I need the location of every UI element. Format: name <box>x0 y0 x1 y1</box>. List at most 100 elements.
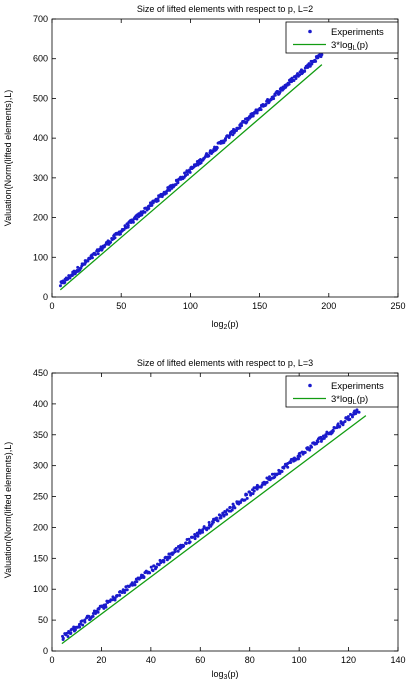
data-point <box>225 512 229 516</box>
axes-box <box>51 18 399 298</box>
data-point <box>96 252 100 256</box>
data-point <box>156 199 160 203</box>
data-point <box>179 543 183 547</box>
data-point <box>125 588 129 592</box>
chart-title: Size of lifted elements with respect to … <box>137 4 313 14</box>
data-point <box>188 168 192 172</box>
data-point <box>147 207 151 211</box>
chart-l3: Size of lifted elements with respect to … <box>3 358 406 681</box>
y-tick-label: 400 <box>33 399 48 409</box>
data-point <box>308 64 312 68</box>
data-point <box>96 610 100 614</box>
data-point <box>123 591 127 595</box>
y-tick-label: 50 <box>38 615 48 625</box>
y-tick-label: 200 <box>33 522 48 532</box>
data-point <box>131 220 135 224</box>
data-point <box>238 126 242 130</box>
data-point <box>298 454 302 458</box>
data-point <box>331 429 335 433</box>
data-point <box>148 571 152 575</box>
data-point <box>278 90 282 94</box>
data-point <box>273 475 277 479</box>
y-tick-label: 150 <box>33 553 48 563</box>
y-tick-label: 300 <box>33 173 48 183</box>
data-point <box>139 576 143 580</box>
legend-label-experiments: Experiments <box>331 27 384 38</box>
data-point <box>320 53 324 57</box>
data-point <box>174 546 178 550</box>
data-point <box>118 593 122 597</box>
data-point <box>222 514 226 518</box>
data-point <box>115 593 119 597</box>
data-point <box>187 537 191 541</box>
data-point <box>104 603 108 607</box>
data-point <box>308 448 312 452</box>
legend-box <box>285 375 399 408</box>
data-point <box>265 480 269 484</box>
x-tick-label: 100 <box>183 301 198 311</box>
data-point <box>255 111 259 115</box>
data-point <box>168 555 172 559</box>
data-point <box>348 417 352 421</box>
data-point <box>182 544 186 548</box>
data-point <box>298 451 302 455</box>
y-tick-label: 600 <box>33 54 48 64</box>
data-point <box>353 409 357 413</box>
x-tick-label: 250 <box>390 301 405 311</box>
data-point <box>314 59 318 63</box>
data-point <box>245 496 249 500</box>
data-point <box>65 631 69 635</box>
data-point <box>249 493 253 497</box>
data-point <box>211 520 215 524</box>
x-tick-label: 0 <box>49 655 54 665</box>
data-point <box>298 73 302 77</box>
data-point <box>201 530 205 534</box>
x-tick-label: 150 <box>252 301 267 311</box>
data-point <box>157 563 161 567</box>
data-point <box>282 465 286 469</box>
data-point <box>135 217 139 221</box>
data-point <box>278 471 282 475</box>
y-tick-label: 250 <box>33 492 48 502</box>
data-point <box>294 76 298 80</box>
data-point <box>243 498 247 502</box>
data-point <box>303 69 307 73</box>
y-tick-label: 350 <box>33 430 48 440</box>
data-point <box>113 596 117 600</box>
legend-marker-experiments <box>308 383 312 388</box>
data-point <box>133 583 137 587</box>
data-point <box>224 510 228 514</box>
data-point <box>240 124 244 128</box>
legend-label-experiments: Experiments <box>331 381 384 392</box>
y-tick-label: 700 <box>33 14 48 24</box>
data-point <box>100 604 104 608</box>
data-point <box>93 253 97 257</box>
data-point <box>196 534 200 538</box>
plot-area: 0 20 40 60 80 100 120 140 0 50 100 150 200 250 300 350 4… <box>33 368 406 665</box>
x-tick-label: 100 <box>292 655 307 665</box>
data-point <box>321 434 325 438</box>
data-point <box>151 569 155 573</box>
fit-line <box>61 415 367 645</box>
data-point <box>252 489 256 493</box>
data-point <box>280 470 284 474</box>
data-point <box>324 434 328 438</box>
data-point <box>216 519 220 523</box>
data-point <box>319 439 323 443</box>
data-point <box>135 580 139 584</box>
y-tick-label: 400 <box>33 133 48 143</box>
data-point <box>81 623 85 627</box>
data-point <box>287 82 291 86</box>
data-point <box>233 506 237 510</box>
data-point <box>286 465 290 469</box>
data-point <box>91 614 95 618</box>
data-point <box>185 172 189 176</box>
data-point <box>207 526 211 530</box>
data-point <box>322 436 326 440</box>
data-point <box>73 628 77 632</box>
x-tick-label: 200 <box>321 301 336 311</box>
data-point <box>268 478 272 482</box>
data-point <box>193 537 197 541</box>
y-tick-label: 100 <box>33 584 48 594</box>
data-point <box>230 508 234 512</box>
